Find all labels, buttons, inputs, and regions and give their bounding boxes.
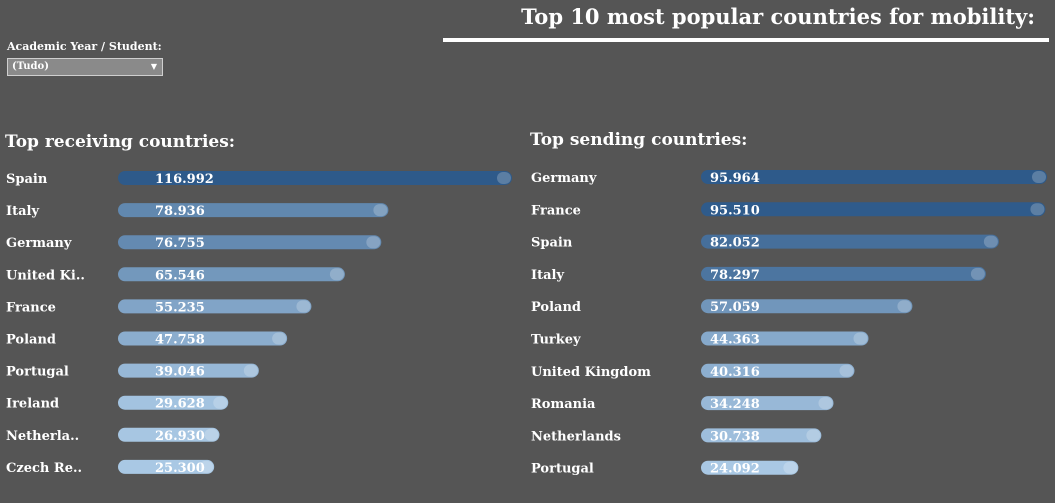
sending-country-label: Italy (531, 268, 564, 283)
receiving-value-label: 26.930 (155, 429, 205, 444)
receiving-value-label: 29.628 (155, 397, 205, 412)
sending-value-label: 57.059 (710, 300, 760, 315)
sending-value-label: 82.052 (710, 236, 760, 251)
sending-country-label: France (531, 203, 581, 218)
title-underline (443, 38, 1049, 42)
receiving-country-label: Italy (6, 204, 39, 219)
receiving-value-label: 116.992 (155, 172, 214, 187)
sending-country-label: Turkey (531, 333, 581, 348)
page-title: Top 10 most popular countries for mobili… (521, 4, 1035, 29)
receiving-country-label: United Ki.. (6, 268, 85, 283)
receiving-country-label: Germany (6, 236, 72, 251)
receiving-chart-title: Top receiving countries: (5, 132, 236, 152)
sending-country-label: United Kingdom (531, 365, 651, 380)
sending-country-label: Poland (531, 300, 581, 315)
filter-selected-value: (Tudo) (12, 61, 49, 72)
sending-value-label: 44.363 (710, 333, 760, 348)
receiving-value-label: 76.755 (155, 236, 205, 251)
sending-value-label: 34.248 (710, 397, 760, 412)
receiving-country-label: Czech Re.. (6, 461, 82, 476)
receiving-value-label: 55.235 (155, 300, 205, 315)
sending-country-label: Portugal (531, 462, 594, 477)
sending-value-label: 24.092 (710, 462, 760, 477)
receiving-value-label: 39.046 (155, 365, 205, 380)
receiving-value-label: 25.300 (155, 461, 205, 476)
receiving-countries-chart: Spain 116.992 Italy 78.936 Germany 76.755 Unit… (6, 171, 512, 476)
sending-value-label: 95.510 (710, 203, 760, 218)
receiving-country-label: France (6, 300, 56, 315)
caret-down-icon: ▼ (150, 62, 157, 71)
filter-label: Academic Year / Student: (7, 40, 162, 53)
receiving-country-label: Spain (6, 172, 48, 187)
sending-country-label: Spain (531, 236, 573, 251)
sending-chart-title: Top sending countries: (530, 130, 748, 150)
receiving-country-label: Netherla.. (6, 429, 79, 444)
receiving-country-label: Portugal (6, 365, 69, 380)
sending-countries-chart: Germany 95.964 France 95.510 Spain 82.052 Ital… (531, 170, 1047, 477)
sending-value-label: 78.297 (710, 268, 760, 283)
receiving-value-label: 47.758 (155, 333, 205, 348)
receiving-country-label: Ireland (6, 397, 59, 412)
academic-year-filter-select[interactable]: (Tudo) ▼ (7, 58, 163, 76)
sending-country-label: Romania (531, 397, 596, 412)
sending-country-label: Germany (531, 171, 597, 186)
sending-value-label: 30.738 (710, 429, 760, 444)
sending-country-label: Netherlands (531, 429, 621, 444)
receiving-country-label: Poland (6, 333, 56, 348)
sending-value-label: 95.964 (710, 171, 760, 186)
receiving-value-label: 78.936 (155, 204, 205, 219)
receiving-value-label: 65.546 (155, 268, 205, 283)
sending-value-label: 40.316 (710, 365, 760, 380)
